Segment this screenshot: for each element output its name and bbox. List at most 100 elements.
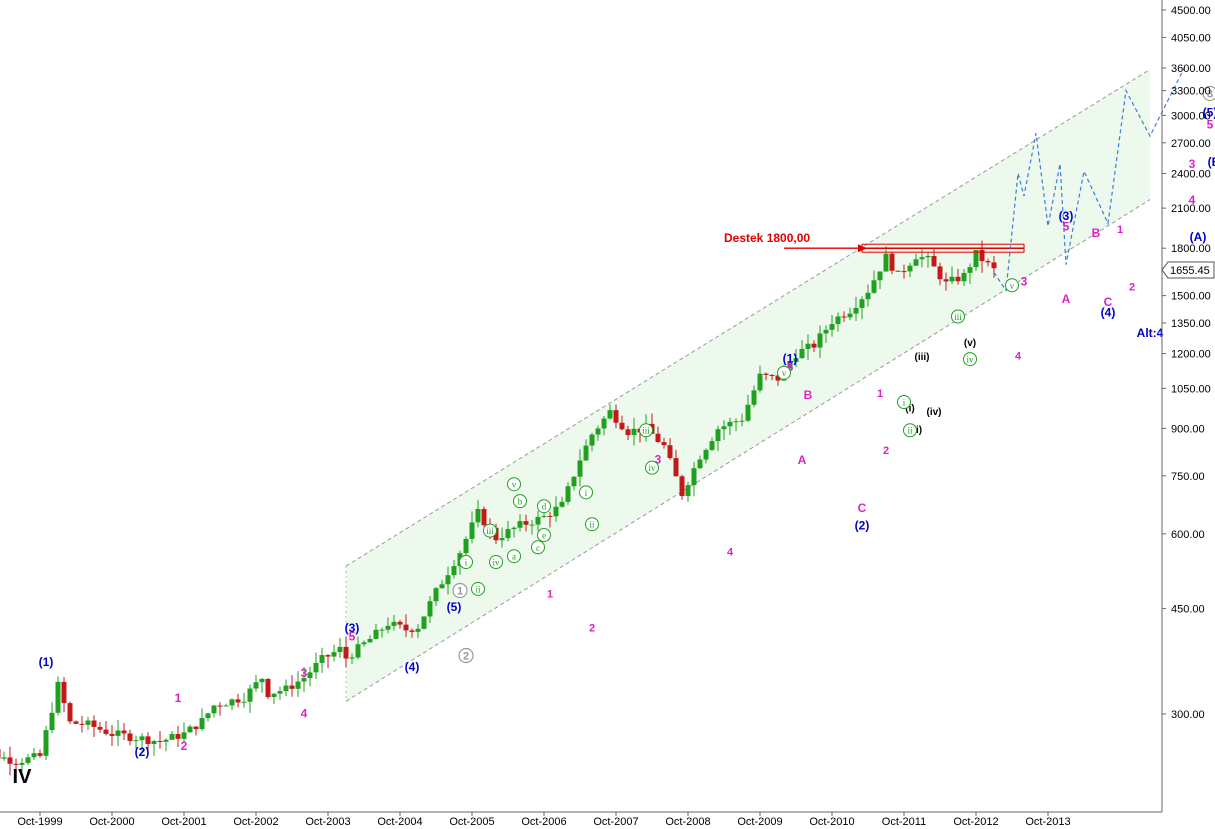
candle-body	[853, 307, 859, 314]
wave-label: (5)	[447, 600, 462, 614]
candle	[355, 636, 361, 660]
candle-body	[877, 271, 883, 281]
candle-body	[541, 516, 547, 518]
candle	[439, 579, 445, 589]
candle-body	[763, 373, 769, 375]
roman-wave-label: iii	[954, 312, 962, 322]
roman-wave-label: i	[903, 397, 906, 407]
candle	[745, 394, 751, 422]
candle-body	[61, 681, 67, 704]
candle-body	[37, 753, 43, 756]
candle-body	[811, 343, 817, 348]
candle	[901, 264, 907, 279]
price-channel	[345, 69, 1151, 702]
candle-body	[1, 757, 7, 759]
candle-body	[13, 763, 19, 765]
candle	[115, 719, 121, 747]
candle	[325, 654, 331, 669]
x-tick-label: Oct-2012	[953, 816, 998, 828]
wave-label: 1	[547, 588, 553, 600]
candle	[73, 720, 79, 725]
x-tick-label: Oct-2009	[737, 816, 782, 828]
candle-body	[145, 736, 151, 744]
candle	[583, 439, 589, 462]
candle	[283, 679, 289, 697]
roman-label-circle	[903, 423, 917, 438]
channel-fill	[346, 69, 1150, 702]
y-tick-label: 1500.00	[1171, 291, 1211, 303]
candle	[739, 413, 745, 427]
candle	[577, 449, 583, 487]
candle	[517, 514, 523, 532]
wave-labels: IV(1)(2)1234(3)5(4)(5)121234(1)5BAC(2)12…	[13, 85, 1215, 788]
candle	[481, 506, 487, 527]
candle-body	[7, 757, 13, 764]
candle	[211, 704, 217, 718]
candle-body	[361, 642, 367, 645]
candle-body	[871, 280, 877, 293]
wave-label: (v)	[964, 338, 976, 349]
candle-body	[829, 324, 835, 330]
x-tick-label: Oct-2006	[521, 816, 566, 828]
candle	[367, 635, 373, 643]
candle	[127, 729, 133, 746]
x-tick-label: Oct-2004	[377, 816, 422, 828]
projection-line	[993, 64, 1187, 293]
roman-label-circle	[507, 549, 521, 564]
y-tick-label: 2100.00	[1171, 203, 1211, 215]
candle	[199, 708, 205, 731]
wave-label: 2	[589, 623, 595, 635]
candle-body	[301, 678, 307, 682]
x-tick-label: Oct-2003	[305, 816, 350, 828]
candle-body	[151, 740, 157, 744]
candle-body	[259, 678, 265, 683]
candle	[145, 732, 151, 751]
candle-body	[439, 584, 445, 589]
candle	[895, 270, 901, 272]
candle	[151, 739, 157, 756]
candle	[13, 758, 19, 777]
wave-label: IV	[13, 766, 33, 788]
candle-body	[835, 316, 841, 325]
candle	[703, 448, 709, 464]
candle	[0, 749, 1, 759]
candle	[523, 514, 529, 532]
candle-body	[865, 292, 871, 300]
candle-body	[559, 501, 565, 507]
candle	[397, 619, 403, 629]
candle-body	[769, 374, 775, 376]
candle	[169, 730, 175, 741]
last-price-badge: 1655.45	[1161, 261, 1215, 279]
candle	[337, 637, 343, 659]
candle-body	[229, 699, 235, 706]
candle	[133, 735, 139, 750]
candle	[775, 375, 781, 386]
candle	[733, 418, 739, 432]
candle-body	[703, 449, 709, 460]
wave-label: 3	[655, 452, 662, 466]
candle	[331, 644, 337, 662]
roman-wave-label: iii	[486, 526, 494, 536]
candle-body	[133, 740, 139, 742]
candle-body	[181, 732, 187, 739]
candle-body	[391, 621, 397, 626]
candle-body	[343, 646, 349, 659]
roman-wave-label: b	[518, 497, 523, 507]
wave-label: (iv)	[927, 407, 942, 418]
candle-body	[709, 441, 715, 450]
candle-body	[553, 506, 559, 517]
candle	[763, 372, 769, 381]
candle-body	[475, 508, 481, 523]
wave-label: 4	[1189, 193, 1196, 207]
candle	[85, 716, 91, 730]
candle	[865, 284, 871, 307]
candle	[109, 725, 115, 747]
candle	[79, 716, 85, 733]
candle-body	[49, 712, 55, 731]
candle-body	[505, 529, 511, 539]
candle-body	[199, 718, 205, 730]
candle	[877, 271, 883, 290]
candle	[91, 715, 97, 737]
candle-body	[589, 434, 595, 446]
candle	[697, 455, 703, 470]
